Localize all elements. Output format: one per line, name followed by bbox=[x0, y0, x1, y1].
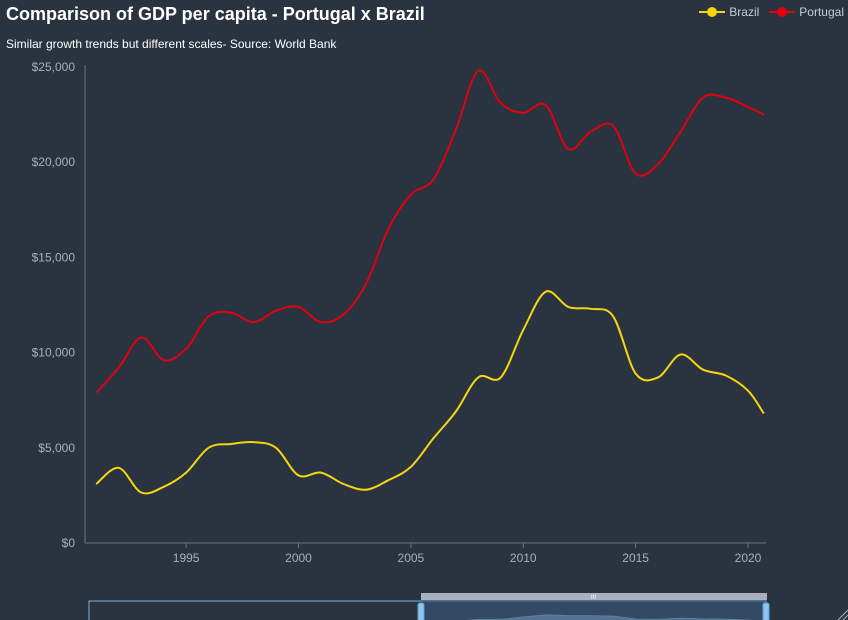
navigator-handle-left bbox=[417, 602, 425, 620]
y-axis: $0 $5,000 $10,000 $15,000 $20,000 $25,000 bbox=[32, 60, 86, 550]
resize-grip-icon[interactable] bbox=[836, 608, 848, 620]
series-line-portugal bbox=[95, 69, 765, 394]
y-tick-label: $0 bbox=[62, 536, 76, 550]
y-tick-label: $25,000 bbox=[32, 60, 76, 74]
y-tick-label: $15,000 bbox=[32, 250, 76, 264]
navigator-handle-right bbox=[762, 602, 770, 620]
legend-label-portugal: Portugal bbox=[799, 5, 844, 19]
x-tick-label: 2005 bbox=[398, 551, 425, 565]
x-tick-label: 1995 bbox=[173, 551, 200, 565]
navigator-scrollbar-grip: III bbox=[591, 595, 596, 601]
x-axis: 1995 2000 2005 2010 2015 2020 bbox=[85, 542, 766, 565]
legend-label-brazil: Brazil bbox=[729, 5, 760, 19]
y-tick-label: $10,000 bbox=[32, 346, 76, 360]
navigator-scrollbar bbox=[421, 593, 767, 600]
legend-item-portugal[interactable]: Portugal bbox=[769, 5, 844, 19]
chart-subtitle: Similar growth trends but different scal… bbox=[6, 37, 337, 51]
series-line-brazil bbox=[95, 290, 765, 495]
chart-title: Comparison of GDP per capita - Portugal … bbox=[6, 4, 425, 24]
navigator-selection bbox=[421, 601, 766, 620]
x-tick-label: 2010 bbox=[510, 551, 537, 565]
x-tick-label: 2015 bbox=[622, 551, 649, 565]
y-tick-label: $5,000 bbox=[38, 441, 75, 455]
x-tick-label: 2020 bbox=[735, 551, 762, 565]
legend-swatch-brazil bbox=[699, 7, 726, 17]
y-tick-label: $20,000 bbox=[32, 155, 76, 169]
legend-swatch-portugal bbox=[769, 7, 796, 17]
navigator[interactable]: III bbox=[88, 593, 770, 620]
legend: Brazil Portugal bbox=[699, 5, 844, 19]
navigator-series bbox=[466, 614, 754, 620]
x-tick-label: 2000 bbox=[285, 551, 312, 565]
legend-item-brazil[interactable]: Brazil bbox=[699, 5, 759, 19]
series-layer bbox=[95, 69, 765, 495]
